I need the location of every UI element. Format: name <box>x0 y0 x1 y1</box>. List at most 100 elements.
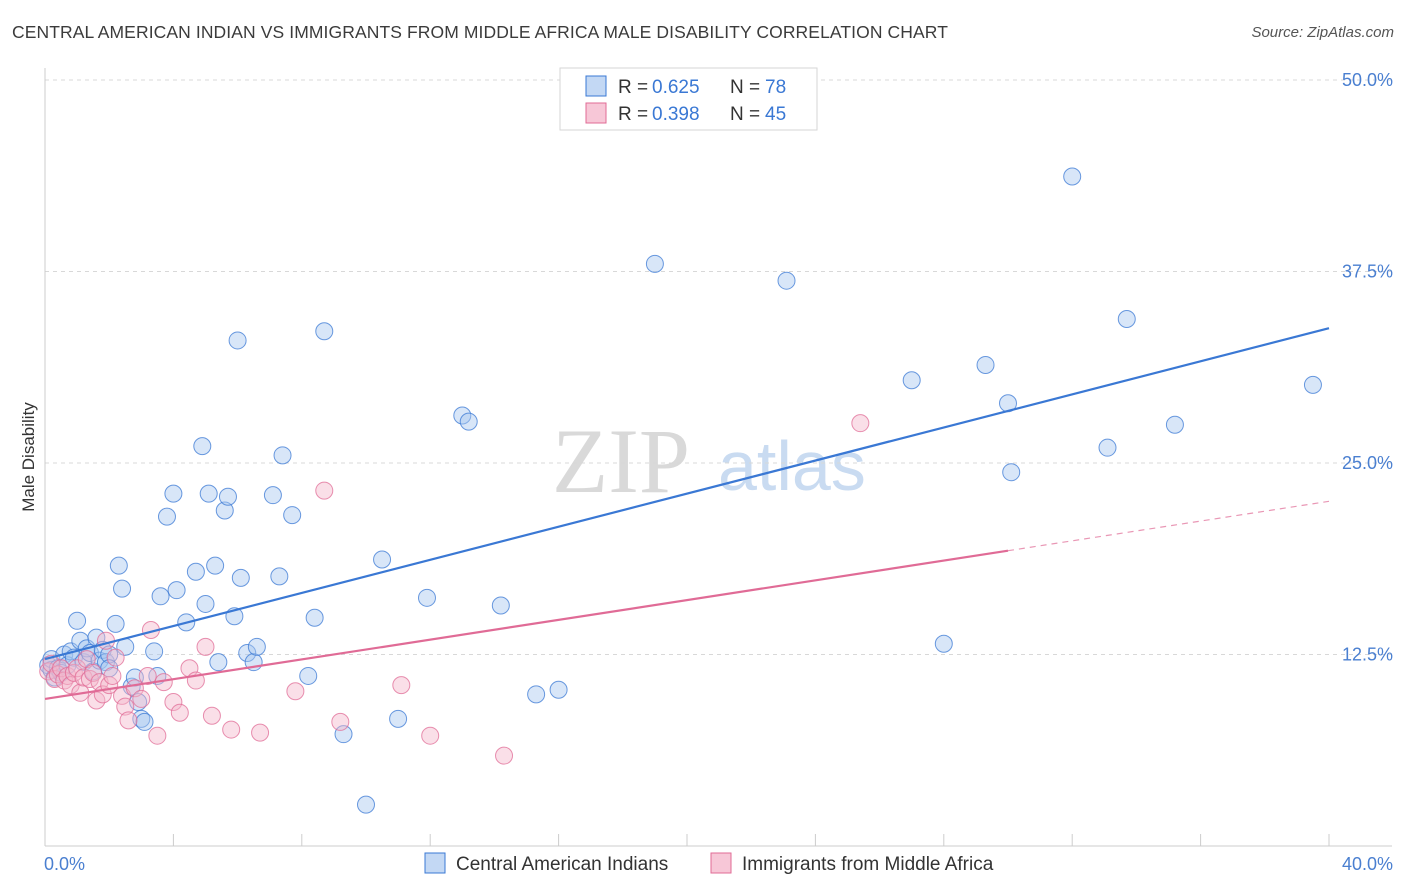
data-point-central-american-indians <box>135 712 154 731</box>
legend-swatch-immigrants-middle-africa <box>710 852 732 874</box>
legend-r-label-pink: R = <box>618 104 648 125</box>
data-point-central-american-indians <box>305 608 324 627</box>
y-axis-label: Male Disability <box>19 402 38 512</box>
legend-n-label-blue: N = <box>730 77 760 98</box>
data-point-central-american-indians <box>199 484 218 503</box>
legend-r-value-blue: 0.625 <box>652 77 700 98</box>
trend-line-immigrants-middle-africa-extension <box>1007 500 1330 552</box>
data-point-central-american-indians <box>196 594 215 613</box>
data-point-central-american-indians <box>167 581 186 600</box>
legend-label-central-american-indians: Central American Indians <box>456 854 668 875</box>
x-tick-label-min: 0.0% <box>44 854 85 874</box>
data-point-central-american-indians <box>389 709 408 728</box>
data-point-central-american-indians <box>357 795 375 814</box>
data-point-immigrants-middle-africa <box>331 712 350 731</box>
watermark-zip: ZIP <box>552 410 690 512</box>
y-tick-label: 12.5% <box>1342 645 1393 665</box>
data-point-immigrants-middle-africa <box>202 706 221 725</box>
legend-n-value-blue: 78 <box>765 77 786 98</box>
data-point-central-american-indians <box>132 709 151 728</box>
legend-n-label-pink: N = <box>730 104 760 125</box>
data-point-central-american-indians <box>299 666 318 685</box>
data-point-central-american-indians <box>459 412 478 431</box>
data-point-central-american-indians <box>283 506 302 525</box>
data-point-central-american-indians <box>164 484 183 503</box>
data-point-central-american-indians <box>193 437 212 456</box>
trend-line-immigrants-middle-africa <box>44 549 1009 701</box>
data-point-immigrants-middle-africa <box>392 676 411 695</box>
data-point-central-american-indians <box>273 446 292 465</box>
x-axis-ticks <box>172 834 1330 846</box>
data-point-immigrants-middle-africa <box>138 666 157 685</box>
series-immigrants-middle-africa <box>39 414 870 765</box>
data-point-central-american-indians <box>186 562 205 581</box>
data-point-immigrants-middle-africa <box>286 682 305 701</box>
data-point-central-american-indians <box>106 614 125 633</box>
data-point-central-american-indians <box>527 685 546 704</box>
data-point-central-american-indians <box>645 254 664 273</box>
data-point-central-american-indians <box>270 567 289 586</box>
data-point-central-american-indians <box>373 550 392 569</box>
legend-r-label-blue: R = <box>618 77 648 98</box>
trend-lines <box>44 327 1330 701</box>
data-point-central-american-indians <box>151 587 170 606</box>
data-point-central-american-indians <box>145 642 164 661</box>
data-point-central-american-indians <box>1063 167 1082 186</box>
legend-r-value-pink: 0.398 <box>652 104 700 125</box>
data-point-central-american-indians <box>247 637 266 656</box>
data-point-central-american-indians <box>209 653 228 672</box>
data-point-central-american-indians <box>228 331 247 350</box>
data-point-immigrants-middle-africa <box>222 720 241 739</box>
data-point-central-american-indians <box>1303 375 1322 394</box>
y-tick-label: 25.0% <box>1342 453 1393 473</box>
data-point-central-american-indians <box>1098 438 1117 457</box>
data-point-central-american-indians <box>902 371 921 390</box>
correlation-legend: R = 0.625 N = 78 R = 0.398 N = 45 <box>559 67 818 131</box>
series-central-american-indians <box>39 167 1322 814</box>
data-point-immigrants-middle-africa <box>84 663 103 682</box>
data-point-immigrants-middle-africa <box>421 726 440 745</box>
data-point-central-american-indians <box>976 355 995 374</box>
y-tick-label: 37.5% <box>1342 262 1393 282</box>
data-point-central-american-indians <box>157 507 176 526</box>
data-point-central-american-indians <box>263 486 282 505</box>
data-point-central-american-indians <box>417 588 436 607</box>
data-point-immigrants-middle-africa <box>495 746 514 765</box>
data-point-immigrants-middle-africa <box>851 414 870 433</box>
data-point-immigrants-middle-africa <box>196 637 215 656</box>
data-point-central-american-indians <box>777 271 796 290</box>
data-point-central-american-indians <box>206 556 225 575</box>
legend-swatch-blue <box>585 75 607 97</box>
data-point-central-american-indians <box>109 556 128 575</box>
data-point-immigrants-middle-africa <box>251 723 270 742</box>
y-tick-label: 50.0% <box>1342 70 1393 90</box>
data-point-immigrants-middle-africa <box>103 666 122 685</box>
data-point-immigrants-middle-africa <box>315 481 334 500</box>
x-tick-label-max: 40.0% <box>1342 854 1393 874</box>
data-point-central-american-indians <box>549 680 568 699</box>
y-tick-labels: 12.5% 25.0% 37.5% 50.0% <box>1342 70 1393 665</box>
source-credit: Source: ZipAtlas.com <box>1251 24 1394 41</box>
data-point-immigrants-middle-africa <box>116 697 135 716</box>
data-point-central-american-indians <box>215 501 234 520</box>
data-point-central-american-indians <box>218 487 237 506</box>
data-point-central-american-indians <box>238 643 257 662</box>
data-point-central-american-indians <box>934 634 953 653</box>
data-point-immigrants-middle-africa <box>106 648 125 667</box>
trend-line-central-american-indians <box>44 327 1330 661</box>
legend-n-value-pink: 45 <box>765 104 786 125</box>
legend-swatch-central-american-indians <box>424 852 446 874</box>
data-point-immigrants-middle-africa <box>148 726 167 745</box>
legend-label-immigrants-middle-africa: Immigrants from Middle Africa <box>742 854 994 875</box>
data-point-immigrants-middle-africa <box>119 711 138 730</box>
data-point-central-american-indians <box>315 322 334 341</box>
legend-swatch-pink <box>585 102 607 124</box>
chart-title: CENTRAL AMERICAN INDIAN VS IMMIGRANTS FR… <box>12 22 948 42</box>
data-point-central-american-indians <box>1002 463 1021 482</box>
data-point-central-american-indians <box>1117 309 1136 328</box>
series-legend: Central American Indians Immigrants from… <box>424 852 994 875</box>
data-point-immigrants-middle-africa <box>170 703 189 722</box>
data-point-immigrants-middle-africa <box>132 689 151 708</box>
data-point-central-american-indians <box>1165 415 1184 434</box>
